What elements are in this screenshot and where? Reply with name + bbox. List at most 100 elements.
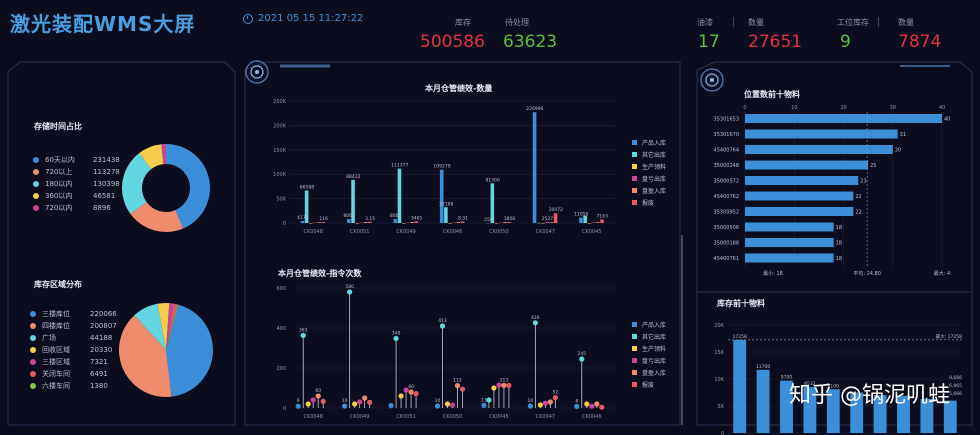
legend-value: 20330: [90, 346, 113, 354]
max-line-label: 最大: 17258: [936, 333, 962, 340]
lollipop-point: [357, 399, 363, 405]
zone-dist-title: 库存区域分布: [34, 280, 82, 289]
y-tick-label: 50K: [276, 197, 286, 203]
legend-swatch: [632, 321, 637, 327]
legend-item[interactable]: 回收区域 20330: [30, 344, 117, 356]
bar: [587, 223, 592, 224]
chart-legend-item[interactable]: 盘亏出库: [632, 172, 666, 184]
chart-legend-item[interactable]: 生产领料: [632, 160, 666, 172]
legend-swatch: [632, 357, 637, 363]
lollipop-point: [506, 382, 512, 388]
chart-legend-item[interactable]: 盘亏出库: [632, 354, 666, 366]
lollipop-point: [594, 401, 600, 407]
legend-item[interactable]: 六楼车间 1380: [30, 380, 117, 392]
legend-item[interactable]: 四楼库位 200807: [30, 320, 117, 332]
stat-pending-value: 63623: [503, 32, 558, 52]
data-label: 13: [481, 397, 487, 403]
data-label: 22: [855, 210, 861, 216]
y-tick-label: 5K: [718, 404, 725, 410]
legend-value: 8896: [93, 204, 111, 212]
data-label: 8.31: [458, 216, 468, 222]
avg-label: 平均: 24.80: [853, 270, 881, 277]
legend-label: 其它出库: [642, 151, 667, 159]
data-label: 18: [836, 225, 842, 231]
legend-item[interactable]: 三楼库位 220066: [30, 308, 117, 320]
legend-swatch: [632, 369, 637, 375]
legend-swatch: [632, 175, 637, 181]
bar: [745, 222, 834, 232]
y-tick-label: 15K: [714, 350, 724, 356]
lollipop-point: [496, 382, 502, 388]
bar: [444, 207, 448, 223]
legend-label: 180以内: [45, 180, 73, 188]
legend-label: 广场: [42, 334, 56, 342]
data-label: 413: [438, 318, 447, 324]
lollipop-point: [459, 386, 466, 392]
data-label: 426: [531, 315, 540, 321]
lollipop-point: [300, 332, 306, 338]
legend-swatch: [632, 345, 637, 351]
legend-label: 生产领料: [642, 345, 667, 353]
bar: [532, 112, 537, 223]
lollipop-point: [320, 398, 326, 404]
legend-item[interactable]: 60天以内 231438: [33, 154, 120, 166]
lollipop-point: [342, 403, 348, 409]
pie-slice: [166, 304, 179, 350]
chart-legend-item[interactable]: 盘盈入库: [632, 366, 666, 378]
lollipop-point: [481, 402, 487, 408]
bar: [745, 238, 834, 247]
bar: [460, 221, 465, 223]
lollipop-point: [579, 356, 585, 362]
chart-legend-item[interactable]: 报废: [632, 196, 666, 208]
legend-item[interactable]: 三楼区域 7321: [30, 356, 117, 368]
bar: [826, 389, 840, 433]
stat-paint-label: 油漆: [697, 18, 713, 27]
y-tick-label: 35301670: [714, 132, 739, 138]
chart-legend-item[interactable]: 其它出库: [632, 148, 666, 160]
chart-legend-item[interactable]: 盘盈入库: [632, 184, 666, 196]
y-tick-label: 0: [283, 221, 286, 227]
pie-slice: [166, 303, 174, 350]
y-tick-label: 45400764: [714, 148, 739, 154]
y-tick-label: 35000506: [714, 225, 739, 231]
legend-item[interactable]: 广场 44188: [30, 332, 117, 344]
bar: [897, 395, 910, 433]
legend-item[interactable]: 关闭车间 6491: [30, 368, 117, 380]
chart3-title: 位置数前十物料: [744, 90, 800, 99]
bar: [351, 179, 355, 223]
y-tick-label: 20K: [714, 323, 724, 329]
lollipop-point: [367, 399, 373, 405]
bar: [943, 400, 957, 433]
legend-value: 113278: [93, 168, 120, 176]
x-tick-label: CK0047: [536, 414, 556, 420]
data-label: 580: [345, 284, 354, 290]
bar: [317, 222, 322, 223]
legend-item[interactable]: 720以内 8896: [33, 202, 120, 214]
chart-legend-item[interactable]: 生产领料: [632, 342, 666, 354]
bar: [583, 215, 587, 223]
legend-item[interactable]: 360以内 46581: [33, 190, 120, 202]
legend-dot: [30, 371, 36, 377]
legend-dot: [30, 359, 36, 365]
storage-age-legend: 60天以内 231438 720以上 113278 180以内 130398 360以内 46…: [33, 154, 120, 214]
data-label: 60: [315, 388, 321, 394]
pie-slice: [157, 303, 170, 350]
chart-legend-item[interactable]: 产品入库: [632, 136, 666, 148]
stat-qty2-value: 7874: [898, 32, 942, 52]
chart-legend-item[interactable]: 报废: [632, 378, 666, 390]
bar: [503, 222, 507, 223]
bar: [756, 369, 770, 433]
chart-legend-item[interactable]: 产品入库: [632, 318, 666, 330]
data-label: 88422: [346, 174, 360, 180]
stat-qty2-label: 数量: [898, 18, 914, 27]
bar: [745, 253, 834, 263]
legend-item[interactable]: 720以上 113278: [33, 166, 120, 178]
legend-item[interactable]: 180以内 130398: [33, 178, 120, 190]
bar: [393, 219, 398, 223]
lollipop-point: [589, 403, 595, 409]
legend-label: 盘亏出库: [642, 175, 667, 183]
legend-dot: [30, 383, 36, 389]
chart-legend-item[interactable]: 其它出库: [632, 330, 666, 342]
stat-pending-label: 待处理: [505, 18, 529, 27]
bar: [321, 222, 326, 223]
